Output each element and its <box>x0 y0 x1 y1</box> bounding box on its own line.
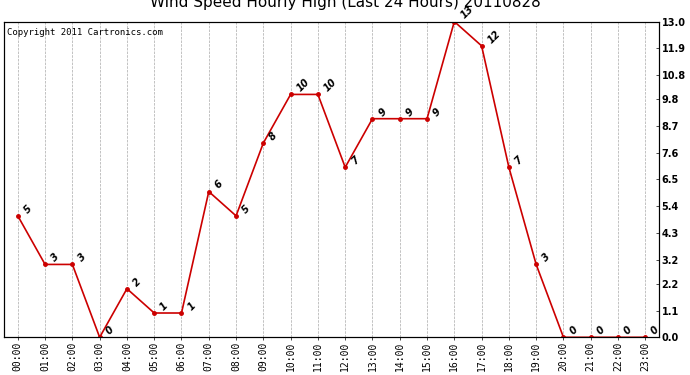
Text: 9: 9 <box>377 106 388 118</box>
Text: 0: 0 <box>649 325 661 336</box>
Text: 5: 5 <box>240 203 252 215</box>
Text: 2: 2 <box>131 276 143 288</box>
Text: 0: 0 <box>104 325 116 336</box>
Text: 3: 3 <box>540 252 552 264</box>
Text: 0: 0 <box>568 325 580 336</box>
Text: 10: 10 <box>322 77 339 94</box>
Text: Copyright 2011 Cartronics.com: Copyright 2011 Cartronics.com <box>8 28 164 37</box>
Text: 13: 13 <box>458 4 475 21</box>
Text: 12: 12 <box>486 28 502 45</box>
Text: 6: 6 <box>213 179 225 191</box>
Text: 1: 1 <box>186 300 197 312</box>
Text: Wind Speed Hourly High (Last 24 Hours) 20110828: Wind Speed Hourly High (Last 24 Hours) 2… <box>150 0 540 10</box>
Text: 1: 1 <box>159 300 170 312</box>
Text: 7: 7 <box>349 154 361 166</box>
Text: 9: 9 <box>431 106 443 118</box>
Text: 0: 0 <box>595 325 607 336</box>
Text: 7: 7 <box>513 154 525 166</box>
Text: 0: 0 <box>622 325 634 336</box>
Text: 8: 8 <box>268 130 279 142</box>
Text: 3: 3 <box>49 252 61 264</box>
Text: 3: 3 <box>77 252 88 264</box>
Text: 5: 5 <box>22 203 34 215</box>
Text: 10: 10 <box>295 77 311 94</box>
Text: 9: 9 <box>404 106 416 118</box>
